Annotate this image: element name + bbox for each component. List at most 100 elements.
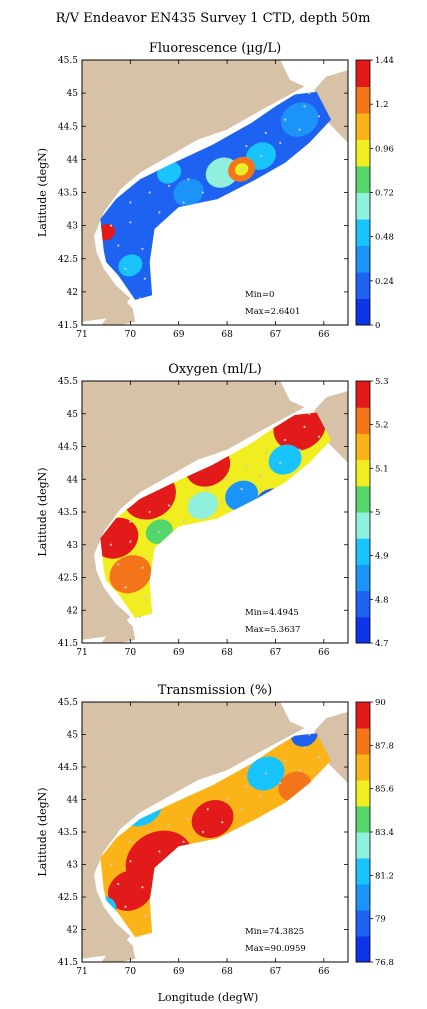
colorbar-tick-label: 90: [375, 698, 386, 708]
station-dot: [201, 191, 205, 194]
contour-patch: [191, 799, 234, 839]
colorbar-tick-label: 76.8: [375, 958, 394, 968]
station-dot: [279, 461, 282, 464]
land-mass: [82, 702, 348, 962]
station-dot: [225, 798, 229, 801]
y-tick-label: 45: [67, 410, 79, 420]
colorbar-swatch: [356, 407, 370, 434]
colorbar-tick-label: 0.72: [375, 189, 394, 199]
station-dot: [117, 244, 120, 247]
contour-patch: [118, 254, 143, 277]
x-tick-label: 71: [76, 967, 87, 977]
station-dot: [143, 277, 146, 280]
contour-patch: [268, 444, 302, 475]
station-dot: [284, 759, 287, 762]
station-dot: [308, 733, 311, 736]
colorbar-tick-label: 4.9: [375, 552, 389, 562]
station-dot: [167, 184, 171, 187]
x-tick-label: 67: [270, 967, 282, 977]
station-dot: [303, 425, 306, 428]
colorbar-swatch: [356, 910, 370, 937]
station-dot: [109, 543, 113, 546]
station-dot: [279, 782, 282, 785]
land-mass: [82, 60, 348, 325]
y-axis-label: Latitude (degN): [36, 787, 49, 876]
colorbar-tick-label: 5: [375, 508, 380, 518]
x-axis-label: Longitude (degW): [158, 991, 259, 1004]
station-dot: [129, 201, 132, 204]
station-dot: [143, 596, 146, 599]
station-dot: [317, 435, 321, 438]
max-stat: Max=2.6401: [245, 307, 300, 317]
station-dot: [298, 769, 301, 772]
colorbar-tick-label: 85.6: [375, 785, 394, 795]
y-tick-label: 44.5: [58, 443, 78, 453]
colorbar-swatch: [356, 86, 370, 114]
colorbar-swatch: [356, 381, 370, 408]
y-axis-label: Latitude (degN): [36, 467, 49, 556]
station-dot: [298, 128, 301, 131]
station-dot: [201, 830, 205, 834]
station-dot: [148, 830, 151, 834]
station-dot: [158, 211, 161, 214]
panel-title: Transmission (%): [158, 683, 273, 698]
y-tick-label: 45.5: [58, 377, 78, 387]
station-markers: [109, 412, 321, 618]
y-tick-label: 43: [67, 541, 79, 551]
station-dot: [245, 145, 248, 148]
colorbar-swatch: [356, 113, 370, 140]
y-tick-label: 44: [67, 475, 79, 485]
colorbar-swatch: [356, 616, 370, 644]
colorbar-tick-label: 0.96: [375, 144, 394, 154]
colorbar-swatch: [356, 858, 370, 885]
colorbar-tick-label: 1.2: [375, 100, 389, 110]
y-tick-label: 43.5: [58, 828, 78, 838]
station-dot: [124, 267, 127, 270]
station-dot: [303, 105, 306, 108]
colorbar-tick-label: 5.1: [375, 464, 389, 474]
colorbar-swatch: [356, 728, 370, 755]
colorbar-swatch: [356, 166, 370, 193]
colorbar-tick-label: 0: [375, 321, 380, 331]
station-dot: [138, 615, 142, 618]
colorbar-swatch: [356, 272, 370, 299]
station-dot: [298, 448, 301, 451]
x-tick-label: 68: [221, 648, 233, 658]
colorbar: 5.3 5.2 5.1 5 4.9 4.8 4.7: [355, 377, 389, 649]
colorbar: 1.44 1.2 0.96 0.72 0.48 0.24 0: [355, 56, 394, 331]
max-stat: Max=5.3637: [245, 625, 300, 635]
x-tick-label: 69: [173, 967, 185, 977]
station-dot: [225, 158, 229, 161]
station-dot: [240, 487, 243, 491]
station-dot: [206, 808, 209, 811]
colorbar-swatch: [356, 780, 370, 807]
y-tick-label: 44.5: [58, 122, 78, 132]
x-tick-label: 70: [125, 967, 137, 977]
station-dot: [112, 284, 115, 287]
station-dot: [141, 886, 144, 889]
colorbar-swatch: [356, 806, 370, 833]
y-tick-label: 45: [67, 89, 79, 99]
station-dot: [182, 520, 185, 523]
panel-title: Oxygen (ml/L): [168, 362, 262, 377]
chart-panel-3: Transmission (%) 71 70 69 68 67 66 41.5 42 42.5 43…: [36, 683, 394, 977]
colorbar-swatch: [356, 485, 370, 513]
colorbar-swatch: [356, 884, 370, 911]
colorbar-swatch: [356, 564, 370, 592]
colorbar-tick-label: 5.2: [375, 421, 389, 431]
colorbar-tick-label: 4.7: [375, 639, 389, 649]
station-dot: [264, 451, 267, 455]
y-tick-label: 44: [67, 155, 79, 165]
colorbar-tick-label: 5.3: [375, 377, 389, 387]
station-dot: [129, 221, 132, 224]
colorbar-tick-label: 0.24: [375, 277, 394, 287]
station-dot: [225, 478, 229, 481]
station-dot: [158, 530, 161, 533]
x-tick-label: 70: [125, 330, 137, 340]
colorbar-swatch: [356, 139, 370, 167]
y-tick-label: 43.5: [58, 189, 78, 199]
station-dot: [259, 154, 263, 158]
colorbar-swatch: [356, 832, 370, 859]
y-tick-label: 44: [67, 796, 79, 806]
chart-panel-1: Fluorescence (µg/L) 71 70 69 68 67 66 41.5 42 42.…: [36, 41, 394, 340]
